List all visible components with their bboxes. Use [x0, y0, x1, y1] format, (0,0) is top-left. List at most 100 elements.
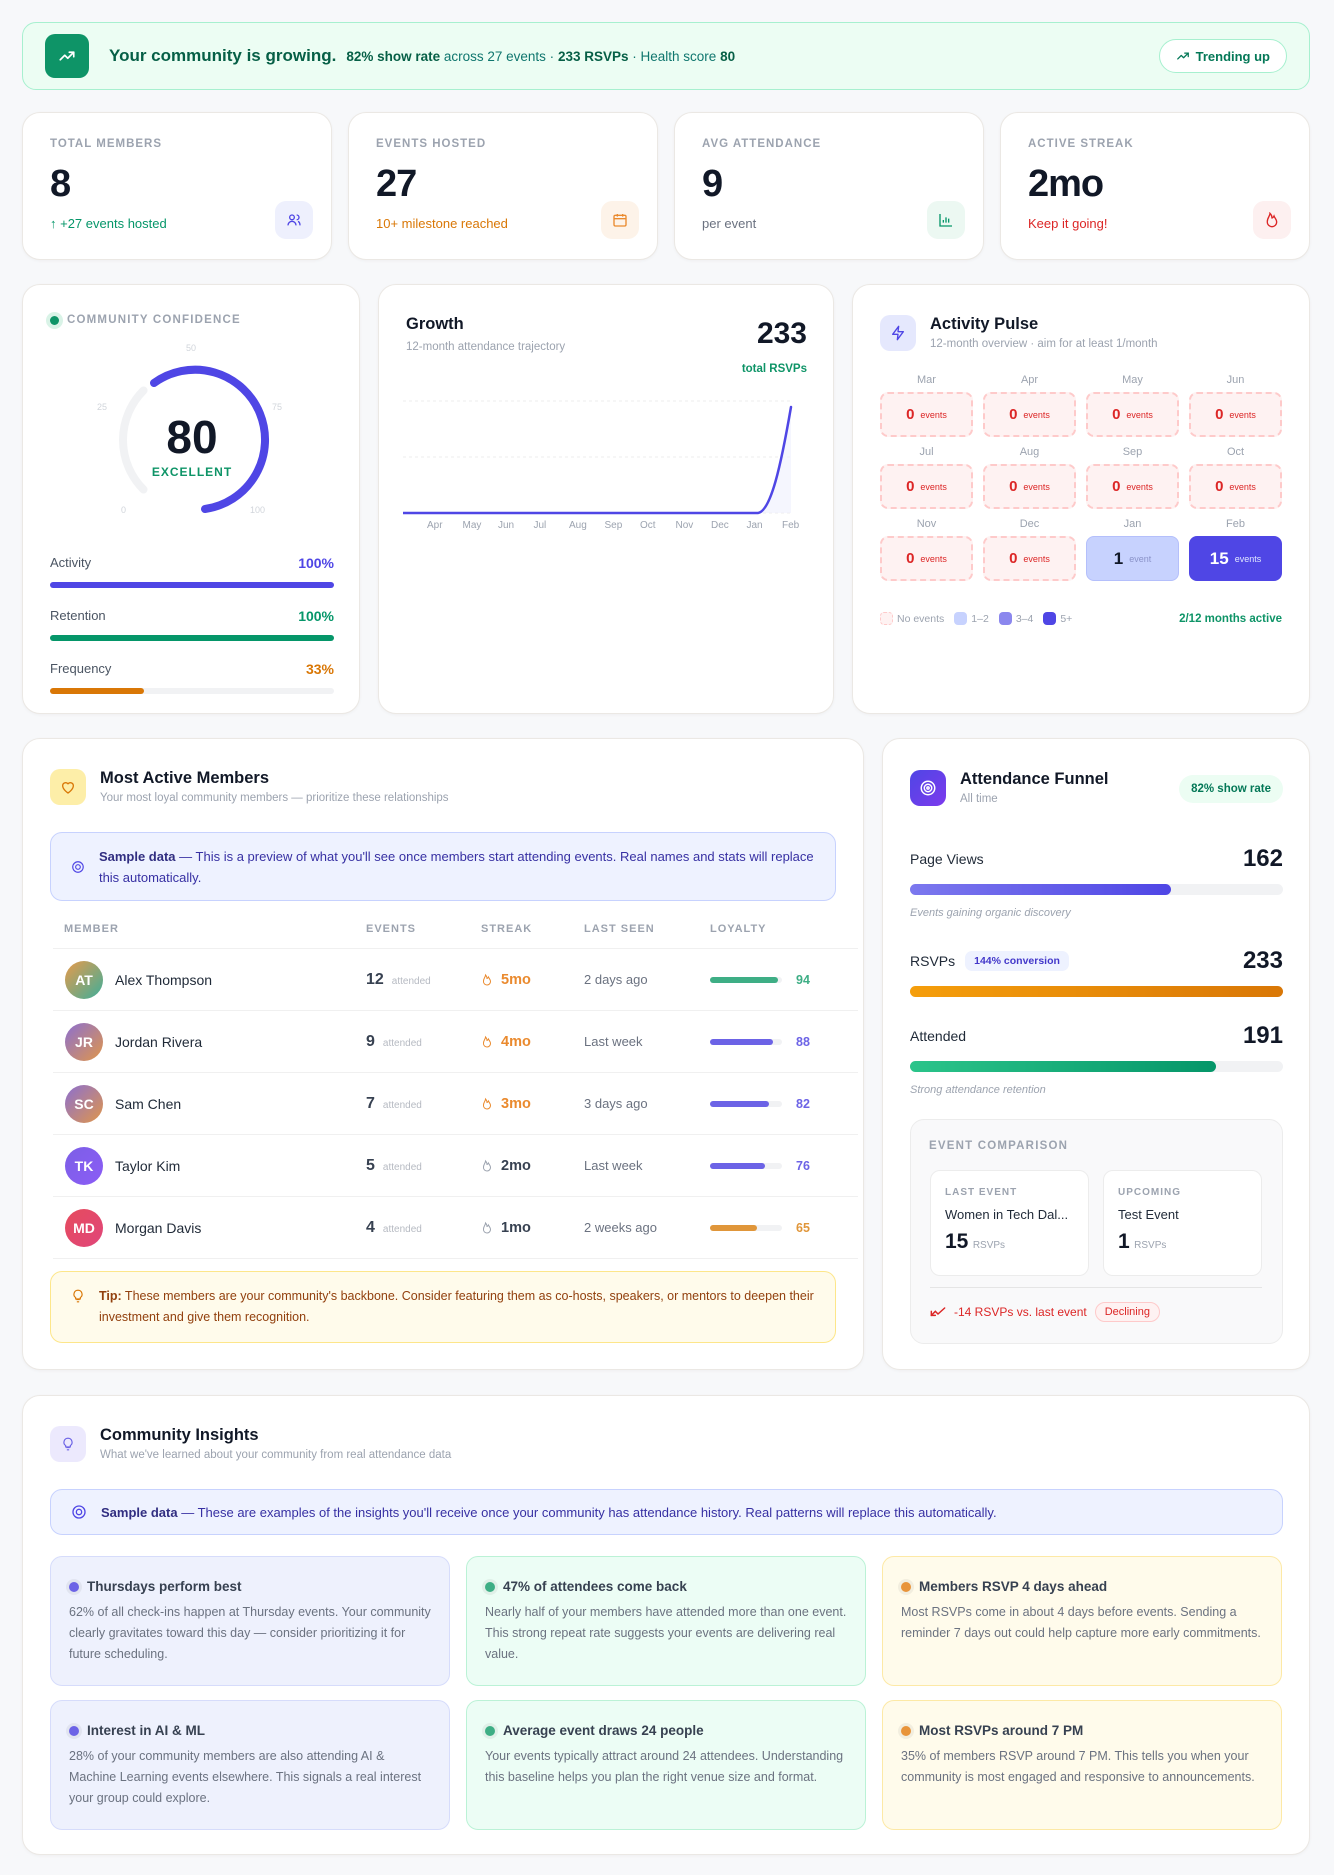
funnel-stage-rsvps: RSVPs 144% conversion 233	[910, 946, 1283, 997]
stat-value: 8	[50, 163, 71, 205]
month-unit: events	[1023, 409, 1050, 420]
month-label: Oct	[1226, 446, 1245, 458]
pulse-month-aug[interactable]: Aug 0 events	[983, 446, 1076, 509]
pulse-month-jan[interactable]: Jan 1 event	[1086, 518, 1179, 581]
users-icon	[275, 201, 313, 239]
stat-label: AVG ATTENDANCE	[702, 138, 822, 150]
confidence-score: 80	[166, 411, 218, 463]
activity-pulse-card: Activity Pulse 12-month overview · aim f…	[852, 284, 1310, 714]
funnel-stage-attended: Attended 191 Strong attendance retention	[910, 1021, 1283, 1096]
pulse-subtitle: 12-month overview · aim for at least 1/m…	[930, 338, 1158, 350]
member-row[interactable]: AT Alex Thompson 12 attended 5mo 2 days …	[53, 949, 858, 1011]
month-unit: events	[920, 481, 947, 492]
member-row[interactable]: MD Morgan Davis 4 attended 1mo 2 weeks a…	[53, 1197, 858, 1259]
flame-icon	[483, 973, 492, 986]
insight-body: Most RSVPs come in about 4 days before e…	[901, 1605, 1261, 1640]
month-unit: events	[1234, 553, 1262, 564]
pulse-month-feb[interactable]: Feb 15 events	[1189, 518, 1282, 581]
pulse-month-may[interactable]: May 0 events	[1086, 374, 1179, 437]
pulse-month-apr[interactable]: Apr 0 events	[983, 374, 1076, 437]
members-table-header: MEMBER EVENTS STREAK LAST SEEN LOYALTY	[23, 923, 865, 943]
pulse-month-jul[interactable]: Jul 0 events	[880, 446, 973, 509]
pulse-month-mar[interactable]: Mar 0 events	[880, 374, 973, 437]
insight-title: Most RSVPs around 7 PM	[919, 1723, 1084, 1738]
pulse-month-oct[interactable]: Oct 0 events	[1189, 446, 1282, 509]
pulse-month-jun[interactable]: Jun 0 events	[1189, 374, 1282, 437]
most-active-members-card: Most Active Members Your most loyal comm…	[22, 738, 864, 1370]
calendar-icon	[601, 201, 639, 239]
lightbulb-icon	[50, 1426, 86, 1462]
stat-card-active-streak: ACTIVE STREAK 2mo Keep it going!	[1000, 112, 1310, 260]
confidence-rating: EXCELLENT	[151, 465, 233, 479]
x-tick-label: Aug	[569, 520, 587, 531]
members-tip: Tip: These members are your community's …	[50, 1271, 836, 1343]
last-event-label: LAST EVENT	[945, 1187, 1018, 1198]
legend-swatch-none	[880, 612, 893, 625]
metric-progress-bar	[50, 688, 334, 694]
growth-card: Growth 12-month attendance trajectory 23…	[378, 284, 834, 714]
stat-subtext: ↑ +27 events hosted	[50, 216, 167, 231]
insight-title: 47% of attendees come back	[503, 1579, 687, 1594]
month-unit: events	[1229, 409, 1256, 420]
pulse-month-sep[interactable]: Sep 0 events	[1086, 446, 1179, 509]
insight-body: 62% of all check-ins happen at Thursday …	[69, 1605, 431, 1661]
target-icon	[910, 770, 946, 806]
month-count: 0	[906, 406, 915, 423]
pulse-month-dec[interactable]: Dec 0 events	[983, 518, 1076, 581]
pulse-month-nov[interactable]: Nov 0 events	[880, 518, 973, 581]
stat-subtext: Keep it going!	[1028, 216, 1108, 231]
x-tick-label: Sep	[604, 520, 623, 531]
x-tick-label: Jun	[498, 520, 515, 531]
insight-card: Members RSVP 4 days ahead Most RSVPs com…	[882, 1556, 1282, 1686]
loyalty-score: 94	[796, 972, 810, 987]
rsvp-delta: -14 RSVPs vs. last event	[954, 1305, 1087, 1319]
metric-value: 33%	[305, 661, 334, 677]
members-subtitle: Your most loyal community members — prio…	[100, 792, 449, 804]
avatar: SC	[65, 1084, 103, 1123]
x-tick-label: Jan	[746, 520, 763, 531]
upcoming-event-card[interactable]: UPCOMING Test Event 1 RSVPs	[1103, 1170, 1262, 1276]
health-label: · Health score	[632, 48, 717, 64]
last-event-rsvps: 15	[945, 1230, 969, 1253]
col-last-seen: LAST SEEN	[584, 923, 655, 935]
member-streak: 4mo	[501, 1033, 531, 1050]
status-dot-icon	[50, 315, 59, 325]
col-streak: STREAK	[481, 923, 533, 935]
insight-title: Thursdays perform best	[87, 1579, 242, 1594]
banner-title: Your community is growing.	[109, 46, 337, 65]
month-box: 0 events	[1086, 464, 1179, 509]
month-unit: events	[1023, 553, 1050, 564]
month-box: 1 event	[1086, 536, 1179, 581]
month-count: 0	[1215, 406, 1224, 423]
stage-label: Attended	[910, 1028, 967, 1044]
x-tick-label: Nov	[675, 520, 694, 531]
member-last-seen: 3 days ago	[584, 1096, 648, 1111]
insight-dot-icon	[485, 1581, 495, 1592]
members-title: Most Active Members	[100, 769, 270, 787]
last-event-card[interactable]: LAST EVENT Women in Tech Dal... 15 RSVPs	[930, 1170, 1089, 1276]
insight-dot-icon	[901, 1725, 911, 1736]
metric-progress-bar	[50, 635, 334, 641]
stat-subtext: per event	[702, 216, 757, 231]
member-name: Taylor Kim	[115, 1157, 181, 1174]
events-count-text: across 27 events ·	[443, 48, 555, 64]
member-row[interactable]: SC Sam Chen 7 attended 3mo 3 days ago 82	[53, 1073, 858, 1135]
month-box: 0 events	[1189, 464, 1282, 509]
flame-icon	[483, 1221, 492, 1234]
month-count: 1	[1113, 548, 1124, 568]
stage-bar	[910, 1061, 1283, 1072]
conversion-badge: 144% conversion	[965, 951, 1069, 971]
comparison-title: EVENT COMPARISON	[929, 1140, 1069, 1152]
pulse-legend: No events 1–2 3–4 5+ 2/12 months active	[880, 612, 1282, 625]
insight-dot-icon	[901, 1581, 911, 1592]
growth-title: Growth	[406, 315, 464, 333]
insights-title: Community Insights	[100, 1426, 259, 1444]
month-box: 0 events	[880, 536, 973, 581]
confidence-gauge	[118, 365, 269, 514]
month-count: 0	[1112, 478, 1121, 495]
trending-up-button[interactable]: Trending up	[1158, 39, 1287, 73]
insight-body: Nearly half of your members have attende…	[485, 1605, 847, 1661]
member-row[interactable]: TK Taylor Kim 5 attended 2mo Last week 7…	[53, 1135, 858, 1197]
member-last-seen: 2 weeks ago	[584, 1220, 657, 1235]
member-row[interactable]: JR Jordan Rivera 9 attended 4mo Last wee…	[53, 1011, 858, 1073]
